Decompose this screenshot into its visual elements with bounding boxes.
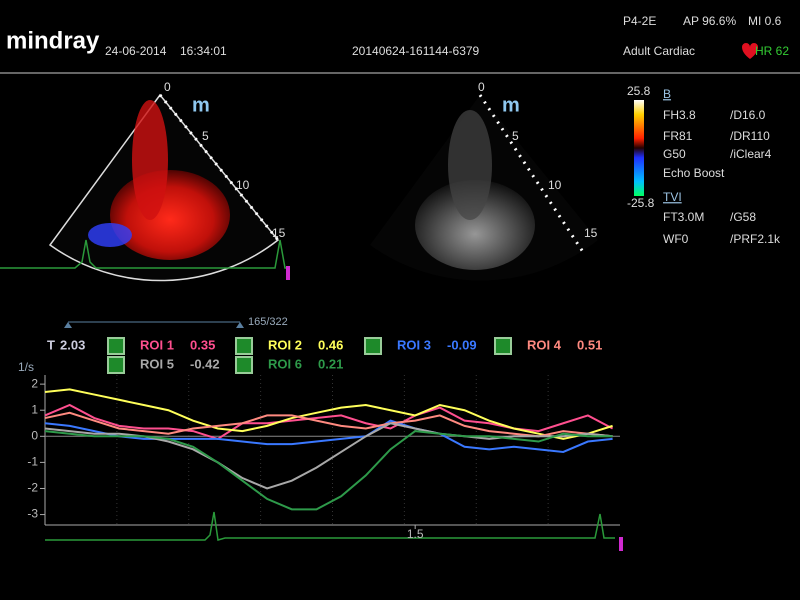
time: 16:34:01 [180, 44, 227, 58]
cursor-time: 2.03 [60, 337, 85, 352]
depth-label: 10 [236, 178, 250, 192]
roi-toggle [494, 337, 512, 355]
param: FT3.0M [663, 210, 704, 224]
preset: Adult Cardiac [623, 44, 695, 58]
roi-readout: 0.46 [318, 337, 343, 352]
roi-readout: -0.42 [190, 356, 220, 371]
y-axis-label: 1/s [18, 360, 34, 374]
bmode-image [415, 180, 535, 270]
bmode-image [448, 110, 492, 220]
legend-label: ROI 1 [140, 337, 174, 352]
roi-toggle [364, 337, 382, 355]
probe: P4-2E [623, 14, 656, 28]
param: /PRF2.1k [730, 232, 781, 246]
y-tick-label: 1 [31, 402, 38, 416]
scale-min: -25.8 [627, 196, 655, 210]
cursor-tick [619, 537, 623, 551]
cursor-label: T [47, 337, 55, 352]
param: FR81 [663, 129, 693, 143]
color-flow [110, 170, 230, 260]
legend-label: ROI 3 [397, 337, 431, 352]
ecg-trace [45, 511, 615, 541]
heart-rate: HR 62 [755, 44, 789, 58]
param: /D16.0 [730, 108, 766, 122]
param: Echo Boost [663, 166, 725, 180]
ecg-trace [0, 239, 290, 269]
date: 24-06-2014 [105, 44, 167, 58]
depth-label: 15 [272, 226, 286, 240]
x-tick-label: 1.5 [407, 527, 424, 541]
legend-label: ROI 6 [268, 356, 302, 371]
depth-label: 0 [478, 80, 485, 94]
roi-readout: 0.35 [190, 337, 215, 352]
roi-readout: -0.09 [447, 337, 477, 352]
param: /iClear4 [730, 147, 772, 161]
depth-label: 0 [164, 80, 171, 94]
tvi-title: TVI [663, 190, 682, 204]
cursor-tick [286, 266, 290, 280]
orientation-marker: m [192, 94, 210, 116]
frame-counter: 165/322 [248, 316, 288, 328]
roi-curve [44, 430, 613, 511]
mi: MI 0.6 [748, 14, 782, 28]
roi-curve [44, 411, 613, 438]
orientation-marker: m [502, 94, 520, 116]
roi-readout: 0.51 [577, 337, 602, 352]
depth-label: 5 [512, 129, 519, 143]
param: /G58 [730, 210, 756, 224]
roi-curve [44, 388, 613, 440]
depth-label: 15 [584, 226, 598, 240]
color-flow [88, 223, 132, 247]
y-tick-label: -3 [27, 507, 38, 521]
y-tick-label: -1 [27, 455, 38, 469]
legend-label: ROI 5 [140, 356, 174, 371]
param: WF0 [663, 232, 689, 246]
roi-toggle [107, 337, 125, 355]
roi-curve [44, 419, 613, 453]
y-tick-label: 2 [31, 376, 38, 390]
brand: mindray [6, 27, 100, 54]
color-flow [132, 100, 168, 220]
legend-label: ROI 4 [527, 337, 562, 352]
param-list: FH3.8/D16.0 FR81/DR110 G50/iClear4 Echo Boo… [663, 108, 781, 246]
y-tick-label: -2 [27, 481, 38, 495]
y-tick-label: 0 [31, 428, 38, 442]
param: /DR110 [730, 129, 770, 143]
roi-toggle [235, 356, 253, 374]
param: FH3.8 [663, 108, 696, 122]
scale-max: 25.8 [627, 84, 651, 98]
b-title: B [663, 87, 671, 101]
param: G50 [663, 147, 686, 161]
roi-readout: 0.21 [318, 356, 343, 371]
legend-label: ROI 2 [268, 337, 302, 352]
exam-id: 20140624-161144-6379 [352, 44, 480, 58]
depth-label: 5 [202, 129, 209, 143]
color-bar [634, 100, 644, 196]
ap: AP 96.6% [683, 14, 736, 28]
heart-icon [742, 43, 758, 59]
roi-toggle [235, 337, 253, 355]
roi-toggle [107, 356, 125, 374]
depth-label: 10 [548, 178, 562, 192]
